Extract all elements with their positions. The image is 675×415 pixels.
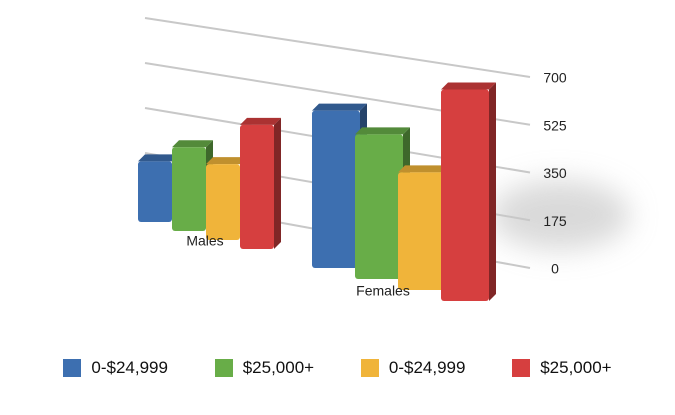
legend-item: $25,000+ (214, 358, 315, 378)
legend-swatch (63, 359, 82, 377)
bar-side (489, 82, 496, 301)
legend-swatch (214, 359, 233, 377)
grid-line (144, 17, 531, 78)
y-tick-label: 175 (543, 213, 567, 229)
bar-top (172, 140, 213, 148)
bar-top (206, 157, 247, 165)
bar (240, 124, 274, 249)
bar (398, 172, 446, 290)
bar (355, 134, 403, 279)
y-tick-label: 525 (543, 117, 567, 133)
bar-top (240, 117, 281, 125)
legend-label: 0-$24,999 (388, 358, 466, 377)
legend-label: $25,000+ (540, 358, 612, 377)
legend-item: $25,000+ (512, 358, 612, 378)
shadow (490, 180, 630, 250)
bar-top (355, 127, 410, 135)
bar-top (138, 154, 179, 162)
bar (441, 89, 489, 301)
category-label: Females (356, 283, 410, 299)
y-tick-label: 350 (543, 165, 567, 181)
chart: 0 175 350 525 700 Males Females (138, 17, 630, 301)
legend-item: 0-$24,999 (63, 358, 168, 378)
legend-label: 0-$24,999 (91, 358, 168, 377)
category-label: Males (186, 233, 223, 249)
bar-side (274, 117, 281, 249)
bar (312, 110, 360, 268)
bar-top (312, 103, 367, 111)
bar (206, 164, 240, 240)
legend-swatch (512, 359, 531, 377)
bar-top (398, 165, 453, 173)
bar-top (441, 82, 496, 90)
bar (172, 147, 206, 231)
legend-swatch (360, 359, 379, 377)
y-tick-label: 0 (551, 261, 559, 277)
y-tick-label: 700 (543, 70, 567, 86)
legend: 0-$24,999 $25,000+ 0-$24,999 $25,000+ (0, 358, 675, 378)
legend-item: 0-$24,999 (360, 358, 466, 378)
legend-label: $25,000+ (242, 358, 315, 377)
bar (138, 161, 172, 222)
